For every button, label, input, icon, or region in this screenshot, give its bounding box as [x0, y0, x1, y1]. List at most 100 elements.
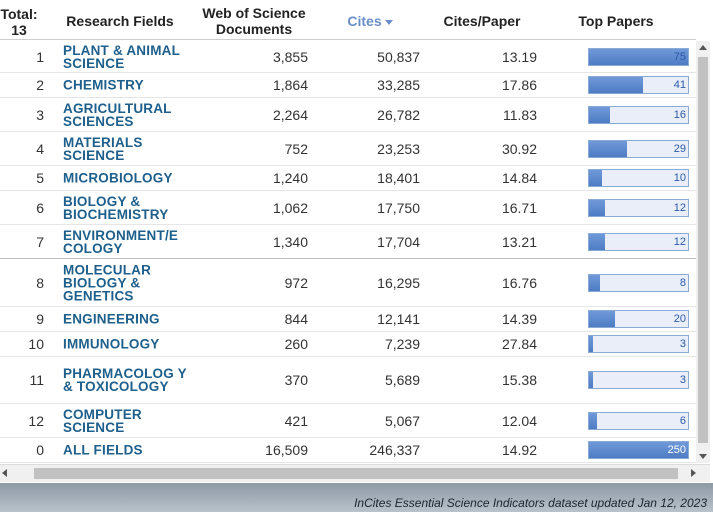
top-papers-bar-fill	[589, 233, 605, 250]
top-papers-bar[interactable]: 29	[588, 139, 689, 158]
column-header-wos-documents[interactable]: Web of Science Documents	[202, 5, 306, 37]
research-field-link[interactable]: MICROBIOLOGY	[63, 170, 173, 186]
table-header: Total: 13 Research Fields Web of Science…	[0, 0, 696, 40]
research-field-link[interactable]: AGRICULTURAL SCIENCES	[63, 100, 172, 129]
top-papers-bar-fill	[589, 199, 605, 216]
row-index: 7	[36, 233, 44, 250]
cites-per-paper-value: 15.38	[501, 372, 537, 388]
top-papers-count: 6	[679, 414, 686, 427]
table-row: 11 PHARMACOLOG Y & TOXICOLOGY 370 5,689 15.3…	[0, 357, 696, 404]
column-header-research-fields[interactable]: Research Fields	[66, 13, 174, 29]
top-papers-count: 12	[673, 201, 686, 214]
top-papers-bar-fill	[589, 442, 688, 458]
scroll-right-icon[interactable]	[691, 469, 696, 477]
research-field-link[interactable]: ALL FIELDS	[63, 442, 143, 458]
row-index: 10	[28, 336, 44, 352]
scroll-up-icon[interactable]	[696, 41, 710, 55]
wos-documents-value: 3,855	[272, 48, 308, 65]
research-field-link[interactable]: MATERIALS SCIENCE	[63, 134, 143, 163]
cites-header-label: Cites	[347, 13, 382, 29]
research-field-link[interactable]: MOLECULAR BIOLOGY & GENETICS	[63, 262, 152, 303]
table-row: 9 ENGINEERING 844 12,141 14.39 20	[0, 307, 696, 332]
top-papers-bar[interactable]: 6	[588, 411, 689, 430]
cites-value: 16,295	[377, 274, 420, 291]
top-papers-count: 3	[679, 338, 686, 350]
table-row: 6 BIOLOGY & BIOCHEMISTRY 1,062 17,750 16.71 1…	[0, 191, 696, 225]
row-index: 11	[29, 372, 44, 388]
wos-documents-value: 1,864	[272, 77, 308, 93]
research-field-link[interactable]: COMPUTER SCIENCE	[63, 406, 142, 435]
cites-value: 5,689	[384, 372, 420, 388]
research-field-link[interactable]: ENVIRONMENT/E COLOGY	[63, 227, 179, 256]
top-papers-count: 75	[673, 50, 686, 63]
top-papers-count: 12	[673, 235, 686, 248]
top-papers-bar-fill	[589, 274, 600, 291]
research-field-link[interactable]: PHARMACOLOG Y & TOXICOLOGY	[63, 366, 187, 394]
row-index: 8	[36, 274, 44, 291]
top-papers-bar-fill	[589, 106, 611, 123]
wos-documents-value: 972	[284, 274, 308, 291]
top-papers-bar[interactable]: 3	[588, 371, 689, 389]
top-papers-count: 8	[679, 276, 686, 289]
top-papers-bar[interactable]: 41	[588, 76, 689, 94]
scroll-down-icon[interactable]	[696, 449, 710, 463]
cites-per-paper-value: 13.21	[501, 233, 537, 250]
top-papers-bar[interactable]: 16	[588, 105, 689, 124]
top-papers-bar-fill	[589, 48, 688, 65]
top-papers-bar[interactable]: 12	[588, 198, 689, 217]
cites-per-paper-value: 14.92	[501, 442, 537, 458]
top-papers-count: 41	[673, 79, 686, 91]
wos-documents-value: 2,264	[272, 106, 308, 123]
wos-documents-value: 1,340	[272, 233, 308, 250]
table-row: 5 MICROBIOLOGY 1,240 18,401 14.84 10	[0, 166, 696, 191]
wos-documents-value: 421	[284, 412, 308, 429]
vertical-scrollbar[interactable]	[696, 41, 710, 463]
top-papers-bar-fill	[589, 77, 644, 93]
top-papers-bar-fill	[589, 170, 603, 186]
cites-per-paper-value: 27.84	[501, 336, 537, 352]
top-papers-count: 29	[673, 142, 686, 155]
cites-per-paper-value: 12.04	[501, 412, 537, 429]
top-papers-bar[interactable]: 8	[588, 273, 689, 292]
top-papers-bar[interactable]: 250	[588, 441, 689, 459]
row-index: 6	[36, 199, 44, 216]
research-field-link[interactable]: IMMUNOLOGY	[63, 336, 160, 352]
cites-per-paper-value: 11.83	[503, 106, 537, 123]
top-papers-bar-fill	[589, 336, 593, 352]
vertical-scroll-thumb[interactable]	[698, 57, 708, 443]
column-header-cites-per-paper[interactable]: Cites/Paper	[443, 13, 521, 29]
top-papers-bar-fill	[589, 412, 597, 429]
scroll-left-icon[interactable]	[2, 469, 7, 477]
top-papers-bar[interactable]: 12	[588, 232, 689, 251]
research-field-link[interactable]: PLANT & ANIMAL SCIENCE	[63, 42, 180, 71]
cites-value: 7,239	[384, 336, 420, 352]
cites-value: 26,782	[377, 106, 420, 123]
research-field-link[interactable]: CHEMISTRY	[63, 77, 144, 93]
cites-value: 246,337	[369, 442, 420, 458]
table-row: 8 MOLECULAR BIOLOGY & GENETICS 972 16,295 16…	[0, 259, 696, 307]
table-row: 0 ALL FIELDS 16,509 246,337 14.92 250	[0, 438, 696, 463]
horizontal-scroll-thumb[interactable]	[34, 468, 678, 479]
top-papers-bar[interactable]: 3	[588, 335, 689, 353]
top-papers-bar[interactable]: 75	[588, 47, 689, 66]
research-field-link[interactable]: ENGINEERING	[63, 311, 160, 327]
cites-value: 5,067	[384, 412, 420, 429]
horizontal-scrollbar[interactable]	[0, 464, 710, 482]
top-papers-bar-fill	[589, 372, 593, 388]
cites-value: 18,401	[377, 170, 420, 186]
cites-per-paper-value: 14.39	[501, 311, 537, 327]
total-label: Total:	[0, 6, 38, 22]
wos-documents-value: 844	[284, 311, 308, 327]
research-field-link[interactable]: BIOLOGY & BIOCHEMISTRY	[63, 193, 169, 222]
top-papers-bar[interactable]: 20	[588, 310, 689, 328]
cites-per-paper-value: 16.76	[501, 274, 537, 291]
column-header-cites[interactable]: Cites	[340, 13, 400, 29]
table-row: 3 AGRICULTURAL SCIENCES 2,264 26,782 11.83 16	[0, 98, 696, 132]
row-index: 4	[36, 140, 44, 157]
column-header-top-papers[interactable]: Top Papers	[578, 13, 654, 29]
top-papers-bar[interactable]: 10	[588, 169, 689, 187]
total-header: Total: 13	[0, 6, 38, 38]
cites-value: 17,750	[377, 199, 420, 216]
cites-value: 17,704	[377, 233, 420, 250]
